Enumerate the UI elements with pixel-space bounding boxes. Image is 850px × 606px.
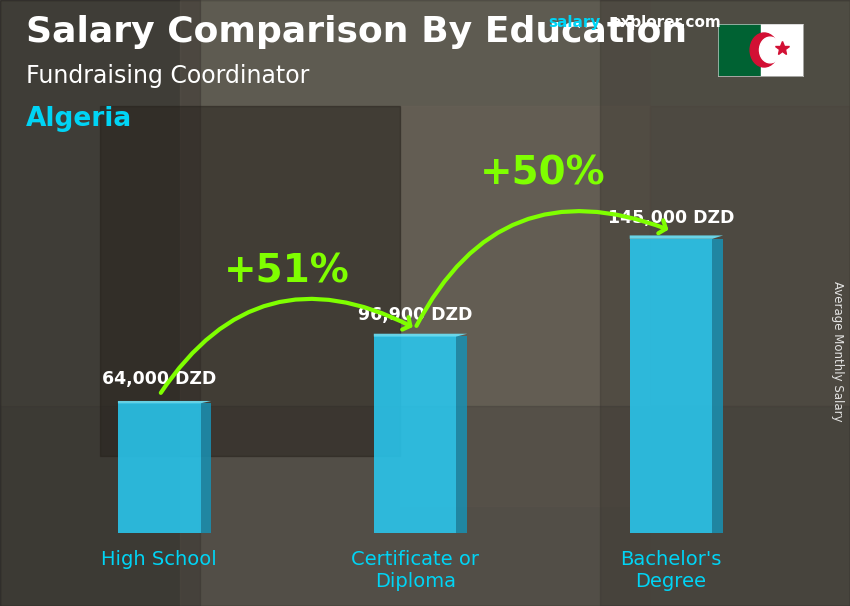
Bar	[0, 406, 850, 606]
Text: Average Monthly Salary: Average Monthly Salary	[830, 281, 844, 422]
Text: salary: salary	[548, 15, 601, 30]
Bar	[201, 404, 212, 533]
Bar	[630, 239, 712, 533]
Text: 96,900 DZD: 96,900 DZD	[358, 306, 473, 324]
Bar	[718, 24, 761, 76]
Text: Salary Comparison By Education: Salary Comparison By Education	[26, 15, 687, 49]
Bar	[456, 336, 468, 533]
Circle shape	[760, 37, 780, 63]
Bar	[180, 0, 650, 606]
Bar	[600, 0, 850, 606]
Text: Algeria: Algeria	[26, 106, 132, 132]
Bar	[712, 239, 723, 533]
Bar	[374, 336, 456, 533]
Circle shape	[750, 33, 778, 67]
Bar	[0, 0, 200, 606]
Bar	[650, 106, 850, 406]
Polygon shape	[374, 334, 468, 336]
Text: explorer.com: explorer.com	[610, 15, 721, 30]
Polygon shape	[630, 236, 723, 239]
Text: +50%: +50%	[480, 155, 606, 193]
Text: 145,000 DZD: 145,000 DZD	[608, 208, 734, 227]
Bar	[100, 106, 400, 456]
Bar	[118, 404, 201, 533]
Text: +51%: +51%	[224, 253, 350, 290]
Polygon shape	[118, 401, 212, 404]
Bar	[400, 106, 650, 506]
Text: 64,000 DZD: 64,000 DZD	[102, 370, 217, 388]
Bar	[761, 24, 803, 76]
Text: Fundraising Coordinator: Fundraising Coordinator	[26, 64, 309, 88]
